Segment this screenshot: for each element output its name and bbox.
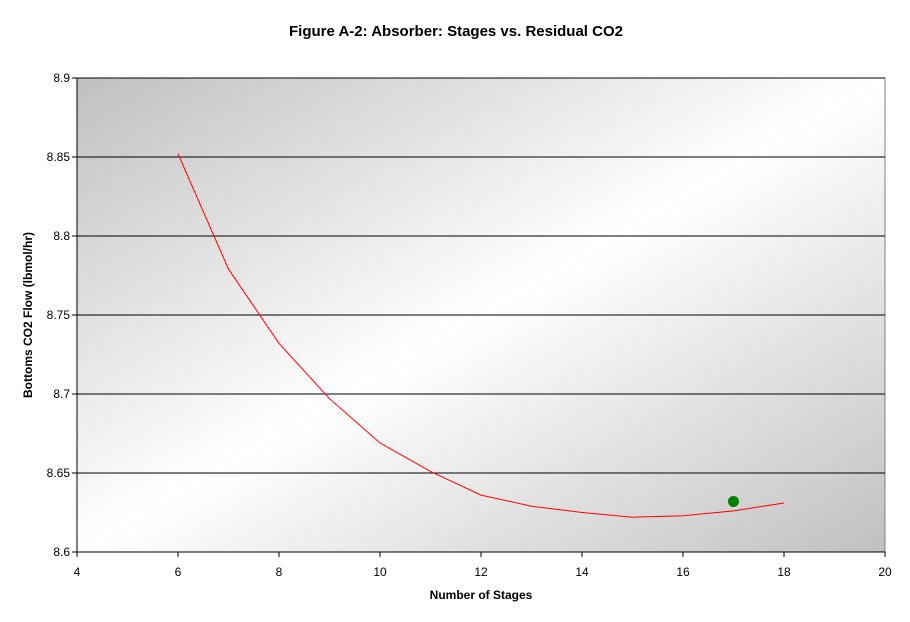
x-tick-label: 18: [777, 565, 791, 579]
y-tick-label: 8.65: [47, 466, 71, 480]
x-tick-labels: 4 6 8 10 12 14 16 18 20: [74, 565, 892, 579]
x-tick-label: 10: [373, 565, 387, 579]
y-tick-label: 8.8: [53, 229, 70, 243]
data-point-marker: [728, 495, 739, 507]
y-tick-labels: 8.6 8.65 8.7 8.75 8.8 8.85 8.9: [47, 71, 71, 559]
series-line: [177, 153, 785, 518]
gridlines: [77, 77, 885, 474]
x-tick-label: 20: [878, 565, 892, 579]
y-tick-label: 8.7: [53, 387, 70, 401]
axes: [72, 77, 886, 557]
x-tick-label: 12: [474, 565, 488, 579]
y-tick-label: 8.6: [53, 545, 70, 559]
y-tick-label: 8.85: [47, 150, 71, 164]
x-tick-label: 4: [74, 565, 81, 579]
y-tick-label: 8.9: [53, 71, 70, 85]
x-tick-label: 6: [175, 565, 182, 579]
x-tick-label: 14: [575, 565, 589, 579]
y-tick-label: 8.75: [47, 308, 71, 322]
x-tick-label: 8: [276, 565, 283, 579]
y-axis-title: Bottoms CO2 Flow (lbmol/hr): [21, 232, 35, 398]
chart-title: Figure A-2: Absorber: Stages vs. Residua…: [289, 23, 623, 40]
series-layer: [177, 153, 785, 518]
x-axis-title: Number of Stages: [430, 588, 533, 602]
x-tick-label: 16: [676, 565, 690, 579]
